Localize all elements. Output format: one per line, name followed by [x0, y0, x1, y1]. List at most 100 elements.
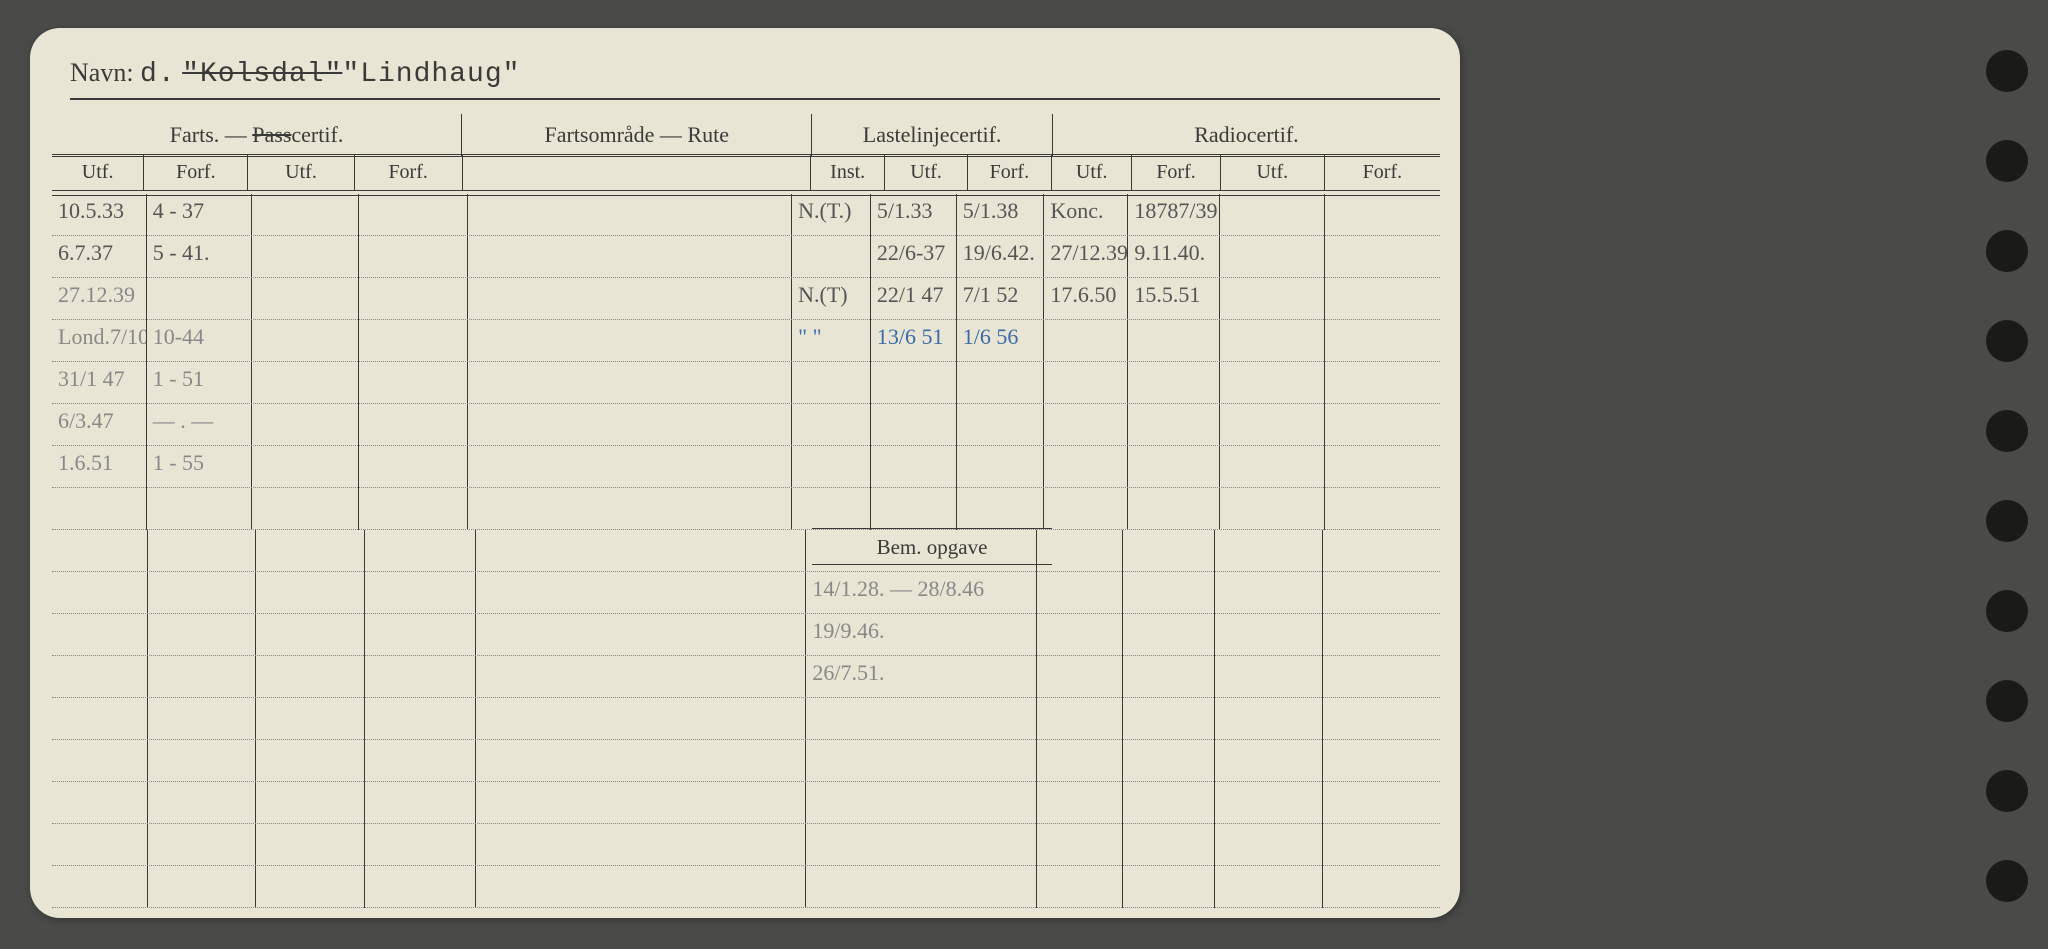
cell — [956, 488, 1044, 530]
cell — [467, 404, 791, 446]
table-row — [52, 824, 1440, 866]
cell — [147, 740, 254, 782]
cell — [1127, 320, 1218, 362]
cell — [146, 278, 251, 320]
cell — [364, 698, 475, 740]
cell — [251, 446, 358, 488]
cell — [1214, 782, 1321, 824]
cell — [1036, 740, 1122, 782]
hole — [1986, 230, 2028, 272]
cell — [1219, 236, 1324, 278]
cell — [1322, 530, 1440, 572]
cell: 18787/39 — [1127, 194, 1218, 236]
table-row: 19/9.46. — [52, 614, 1440, 656]
cell — [1214, 656, 1321, 698]
section-headers: Farts. — Passcertif. Fartsområde — Rute … — [52, 114, 1440, 157]
cell — [1036, 656, 1122, 698]
cell — [791, 488, 870, 530]
cell — [364, 866, 475, 908]
table-row: 6.7.375 - 41.22/6-3719/6.42.27/12.399.11… — [52, 236, 1440, 278]
sub-forf-2: Forf. — [354, 155, 462, 190]
hdr-farts: Farts. — Passcertif. — [52, 114, 461, 156]
cell — [870, 362, 956, 404]
cell — [364, 782, 475, 824]
cell — [1036, 698, 1122, 740]
cell — [52, 740, 147, 782]
cell — [364, 614, 475, 656]
cell — [1324, 278, 1440, 320]
cell — [870, 488, 956, 530]
cell — [1122, 866, 1215, 908]
cell: 5 - 41. — [146, 236, 251, 278]
navn-label: Navn: — [70, 58, 134, 87]
hole — [1986, 590, 2028, 632]
cell: 17.6.50 — [1043, 278, 1127, 320]
cell — [1122, 824, 1215, 866]
cell — [1324, 362, 1440, 404]
sub-forf-5: Forf. — [1324, 155, 1440, 190]
sub-forf-3: Forf. — [967, 155, 1051, 190]
cell: 27/12.39 — [1043, 236, 1127, 278]
cell — [1324, 404, 1440, 446]
cell: 15.5.51 — [1127, 278, 1218, 320]
cell — [1122, 698, 1215, 740]
hole — [1986, 680, 2028, 722]
cell — [467, 278, 791, 320]
cell — [251, 278, 358, 320]
cell — [147, 656, 254, 698]
cell: 5/1.33 — [870, 194, 956, 236]
navn-name: "Lindhaug" — [342, 59, 520, 90]
cell — [1122, 740, 1215, 782]
table-row: 1.6.511 - 55 — [52, 446, 1440, 488]
hole — [1986, 860, 2028, 902]
cell — [255, 782, 364, 824]
cell — [475, 782, 805, 824]
table-row: 26/7.51. — [52, 656, 1440, 698]
cell — [805, 740, 1036, 782]
sub-utf-3: Utf. — [884, 155, 966, 190]
cell — [475, 530, 805, 572]
cell — [467, 236, 791, 278]
cell — [1322, 824, 1440, 866]
table-row — [52, 530, 1440, 572]
cell — [255, 824, 364, 866]
cell — [1219, 320, 1324, 362]
cell: 10.5.33 — [52, 194, 146, 236]
cell — [956, 446, 1044, 488]
cell — [467, 488, 791, 530]
cell: " " — [791, 320, 870, 362]
cell — [1036, 614, 1122, 656]
table-row — [52, 782, 1440, 824]
cell — [870, 404, 956, 446]
cell — [1214, 614, 1321, 656]
sub-utf-5: Utf. — [1220, 155, 1324, 190]
cell: Konc. — [1043, 194, 1127, 236]
sub-utf-4: Utf. — [1051, 155, 1131, 190]
sub-utf-2: Utf. — [247, 155, 353, 190]
index-card: Navn: d. "Kolsdal""Lindhaug" Farts. — Pa… — [30, 28, 1460, 918]
table-row: 14/1.28. — 28/8.46 — [52, 572, 1440, 614]
sub-forf-4: Forf. — [1131, 155, 1219, 190]
cell — [1036, 782, 1122, 824]
binder-holes — [1986, 50, 2028, 902]
cell — [1127, 446, 1218, 488]
cell — [467, 362, 791, 404]
cell — [1214, 866, 1321, 908]
cell — [251, 320, 358, 362]
cell: N.(T.) — [791, 194, 870, 236]
cell — [1324, 446, 1440, 488]
cell — [52, 530, 147, 572]
cell — [52, 572, 147, 614]
table-row: 31/1 471 - 51 — [52, 362, 1440, 404]
hole — [1986, 50, 2028, 92]
cell: 13/6 51 — [870, 320, 956, 362]
navn-row: Navn: d. "Kolsdal""Lindhaug" — [70, 58, 1440, 100]
hole — [1986, 770, 2028, 812]
cell — [147, 824, 254, 866]
cell — [255, 698, 364, 740]
hdr-farts-text: Farts. — — [170, 122, 253, 147]
cell — [805, 866, 1036, 908]
cell — [956, 404, 1044, 446]
cell — [1219, 488, 1324, 530]
hole — [1986, 410, 2028, 452]
